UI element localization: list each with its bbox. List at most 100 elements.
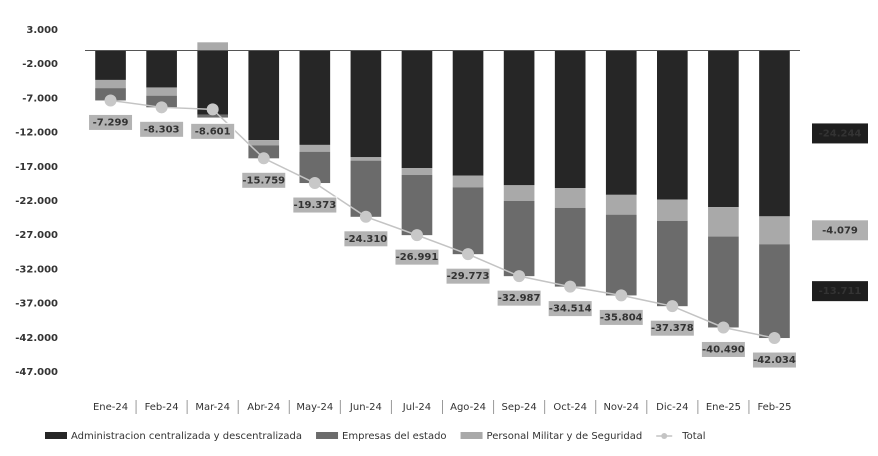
y-tick-label: 3.000	[26, 25, 58, 36]
total-label: -37.378	[651, 323, 694, 334]
total-label-box	[394, 248, 440, 266]
total-label: -8.601	[195, 126, 231, 137]
end-label-box	[812, 281, 868, 302]
bar	[248, 140, 280, 146]
total-label: -26.991	[396, 252, 439, 263]
total-marker	[104, 94, 117, 107]
total-label: -7.299	[93, 117, 129, 128]
bar	[248, 50, 280, 141]
legend-label: Administracion centralizada y descentral…	[71, 431, 302, 442]
bar	[759, 216, 790, 245]
bar	[401, 50, 433, 169]
bar	[554, 207, 586, 287]
total-marker	[257, 152, 270, 165]
end-label: -13.711	[819, 286, 862, 297]
total-label: -42.034	[753, 355, 796, 366]
y-tick-label: -22.000	[15, 196, 58, 207]
bar	[95, 50, 126, 80]
bar	[248, 145, 280, 159]
total-marker	[359, 210, 372, 223]
bar	[503, 201, 535, 277]
x-tick-label: Feb-24	[145, 402, 179, 413]
total-label-box	[241, 171, 287, 189]
y-tick-label: -32.000	[15, 264, 58, 275]
bar	[605, 214, 637, 296]
total-marker	[717, 321, 730, 334]
total-marker	[206, 103, 219, 116]
end-label: -4.079	[822, 225, 858, 236]
total-label-box	[445, 267, 491, 285]
x-tick-label: Oct-24	[553, 402, 587, 413]
bar	[503, 50, 535, 186]
x-tick-label: Ago-24	[450, 402, 486, 413]
legend-swatch	[460, 432, 483, 439]
x-tick-label: Nov-24	[603, 402, 639, 413]
bar	[95, 79, 126, 89]
total-label-box	[598, 308, 644, 326]
x-tick-label: Feb-25	[757, 402, 791, 413]
bar	[197, 114, 228, 118]
total-label-box	[649, 319, 695, 337]
y-tick-label: -42.000	[15, 333, 58, 344]
total-label: -29.773	[447, 271, 490, 282]
x-tick-label: May-24	[296, 402, 333, 413]
bar	[657, 220, 688, 307]
legend-label: Empresas del estado	[342, 431, 447, 442]
total-label-box	[292, 196, 338, 214]
y-tick-label: -12.000	[15, 128, 58, 139]
total-label-box	[190, 122, 236, 140]
total-marker	[513, 270, 526, 283]
bar	[452, 175, 484, 188]
total-label: -34.514	[549, 304, 592, 315]
bar	[350, 50, 382, 158]
x-tick-label: Jul-24	[402, 402, 431, 413]
total-marker	[308, 177, 321, 190]
legend-swatch	[661, 433, 668, 439]
x-tick-label: Abr-24	[247, 402, 280, 413]
y-tick-label: -17.000	[15, 162, 58, 173]
y-tick-label: -7.000	[22, 93, 58, 104]
bar	[146, 50, 177, 88]
x-tick-label: Dic-24	[656, 402, 688, 413]
total-label: -40.490	[702, 344, 745, 355]
total-marker	[666, 300, 679, 313]
end-label-box	[812, 123, 868, 144]
total-label-box	[700, 340, 746, 358]
bar	[299, 50, 331, 145]
total-label-box	[547, 300, 593, 318]
total-marker	[462, 248, 475, 261]
bar	[708, 207, 739, 237]
total-label-box	[139, 120, 185, 138]
total-label: -8.303	[144, 124, 180, 135]
total-label-box	[751, 351, 797, 369]
bar	[350, 157, 382, 161]
bar	[146, 87, 177, 96]
bar	[299, 144, 331, 152]
legend-label: Personal Militar y de Seguridad	[487, 431, 643, 442]
total-marker	[615, 289, 628, 302]
bar	[554, 188, 586, 208]
x-tick-label: Ene-25	[706, 402, 741, 413]
bar	[95, 88, 126, 101]
bar	[554, 50, 586, 189]
legend-swatch	[316, 432, 339, 439]
y-tick-label: -2.000	[22, 59, 58, 70]
y-tick-label: -37.000	[15, 299, 58, 310]
total-label: -19.373	[293, 200, 336, 211]
bar	[401, 175, 433, 236]
total-label-box	[343, 230, 389, 248]
total-label: -24.310	[345, 234, 388, 245]
total-label: -35.804	[600, 312, 643, 323]
bar	[401, 168, 433, 176]
bar	[759, 244, 790, 339]
total-marker	[155, 101, 168, 114]
y-tick-label: -47.000	[15, 367, 58, 378]
bar	[605, 194, 637, 215]
y-tick-label: -27.000	[15, 230, 58, 241]
bar	[708, 236, 739, 328]
total-line	[110, 99, 775, 339]
x-tick-label: Ene-24	[93, 402, 128, 413]
total-label-box	[88, 113, 134, 131]
bar	[759, 50, 790, 217]
